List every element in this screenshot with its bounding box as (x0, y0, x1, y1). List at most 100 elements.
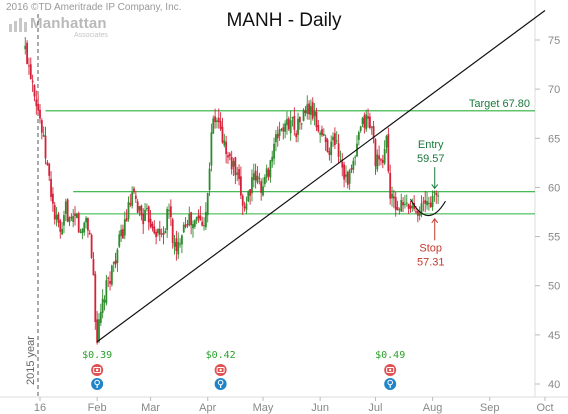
candle-body (217, 117, 220, 123)
candle-body (391, 193, 393, 199)
candle-body (247, 191, 250, 202)
candle-body (282, 127, 285, 132)
candle-body (79, 231, 82, 233)
candle-body (254, 170, 257, 181)
candle-body (136, 201, 139, 213)
candle-body (203, 225, 205, 227)
candle-body (227, 155, 229, 158)
candle-body (387, 134, 390, 172)
candle-body (212, 118, 215, 134)
candle-body (357, 132, 360, 140)
candle-body (262, 186, 264, 196)
candle-body (210, 132, 213, 166)
candle-body (409, 205, 412, 209)
candle-body (149, 218, 152, 227)
candle-body (359, 126, 362, 131)
candle-body (74, 214, 76, 217)
candle-body (374, 139, 377, 167)
candle-body (55, 215, 58, 220)
candle-body (144, 209, 146, 222)
candle-body (64, 201, 67, 214)
candle-body (415, 211, 417, 213)
candle-body (385, 135, 388, 148)
candle-body (87, 218, 89, 231)
candle-body (199, 215, 202, 221)
candle-body (77, 213, 80, 233)
candle-body (236, 172, 239, 175)
copyright-notice: 2016 ©TD Ameritrade IP Company, Inc. (6, 2, 182, 13)
candle-body (354, 156, 357, 158)
candle-body (145, 208, 148, 210)
candle-body (190, 212, 193, 226)
candle-body (367, 116, 369, 119)
candle-body (306, 104, 309, 114)
earnings-icon[interactable] (384, 378, 397, 390)
candle-body (31, 80, 34, 83)
candle-body (332, 136, 334, 141)
y-tick-label: 55 (548, 232, 560, 244)
dividend-icon[interactable] (214, 364, 227, 376)
candle-body (53, 205, 56, 220)
earnings-icon[interactable] (91, 378, 104, 390)
candle-body (400, 199, 403, 212)
candle-body (422, 201, 425, 203)
candle-body (99, 311, 102, 323)
candle-body (348, 170, 351, 184)
candle-body (201, 221, 204, 226)
candle-body (188, 213, 191, 226)
candle-body (168, 210, 170, 212)
candle-body (37, 103, 40, 111)
candle-body (363, 115, 366, 128)
candle-body (427, 202, 430, 204)
candle-body (195, 217, 198, 221)
candle-body (433, 192, 436, 194)
dividend-icon[interactable] (91, 364, 104, 376)
candle-body (398, 209, 401, 211)
candle-body (286, 118, 288, 126)
candles (24, 37, 440, 345)
candle-body (328, 151, 331, 155)
candle-body (129, 203, 132, 205)
entry-arrowhead (431, 184, 439, 190)
candle-body (302, 109, 305, 121)
candle-body (326, 139, 329, 153)
candle-body (330, 141, 333, 155)
candle-body (315, 111, 318, 128)
candle-body (90, 234, 93, 258)
dividend-icon[interactable] (384, 364, 397, 376)
candle-body (75, 213, 78, 219)
candle-body (276, 133, 279, 139)
candle-body (289, 120, 292, 134)
candle-body (378, 155, 381, 160)
candle-body (424, 200, 427, 204)
candle-body (251, 177, 253, 194)
company-logo: Manhattan Associates (6, 15, 116, 45)
candle-body (107, 277, 110, 279)
stop-value: 57.31 (417, 256, 445, 268)
y-tick-label: 45 (548, 330, 560, 342)
candle-body (313, 110, 316, 117)
y-tick-label: 75 (548, 35, 560, 47)
candle-body (394, 197, 397, 210)
candle-body (39, 109, 41, 119)
chart-title: MANH - Daily (226, 10, 342, 31)
candle-body (112, 261, 115, 264)
candle-body (105, 280, 108, 304)
candle-body (396, 206, 399, 211)
candle-body (88, 232, 91, 235)
candle-body (435, 193, 438, 196)
candle-body (234, 157, 237, 176)
candle-body (431, 195, 434, 207)
candle-body (219, 120, 222, 129)
candle-body (225, 141, 228, 154)
candle-body (304, 110, 307, 113)
earnings-icon[interactable] (214, 378, 227, 390)
candle-body (155, 231, 158, 237)
candle-body (269, 160, 272, 178)
logo-wordmark: Manhattan (30, 15, 107, 32)
candle-body (29, 64, 32, 80)
candle-body (402, 202, 404, 206)
x-tick-label: Feb (88, 402, 107, 414)
